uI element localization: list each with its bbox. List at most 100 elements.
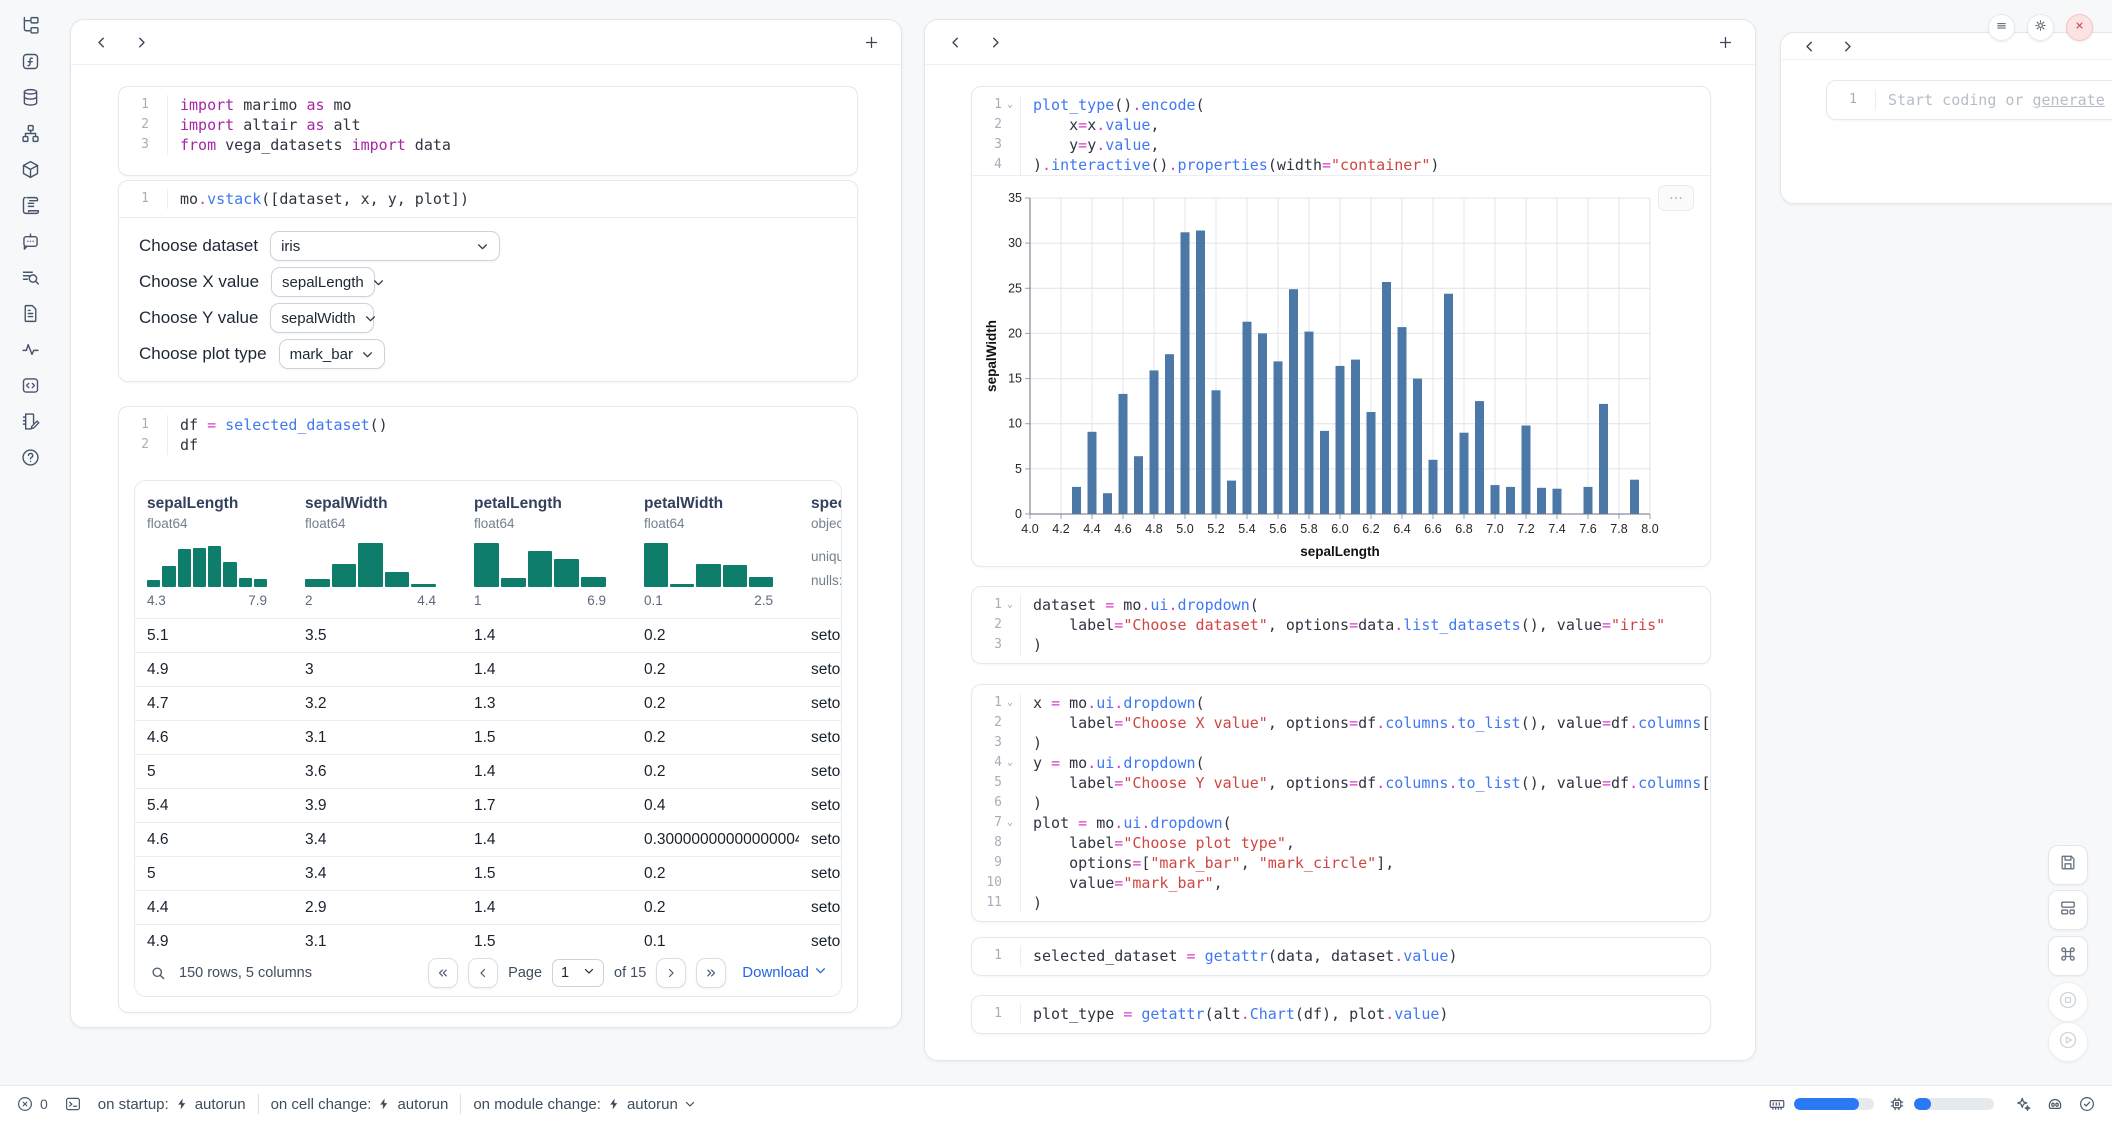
line-number: 4	[972, 155, 1021, 175]
column-header-sepalWidth[interactable]: sepalWidthfloat6424.4	[293, 495, 462, 618]
run-all-button[interactable]	[2048, 1022, 2088, 1062]
dropdown-label: Choose X value	[139, 272, 259, 292]
scroll-icon[interactable]	[19, 194, 41, 216]
line-number: 3	[972, 135, 1021, 155]
prev-page-button[interactable]	[468, 958, 498, 988]
keyboard-shortcuts-button[interactable]	[2048, 936, 2088, 976]
code-cell-dataframe: 1df = selected_dataset()2df sepalLengthf…	[118, 406, 858, 1013]
connection-status-icon[interactable]	[2078, 1095, 2096, 1113]
runtime-setting[interactable]: on cell change:autorun	[271, 1096, 449, 1113]
control-row: Choose Y valuesepalWidth	[139, 304, 837, 332]
activity-icon[interactable]	[19, 338, 41, 360]
code-editor-placeholder[interactable]: 1Start coding or generate with	[1827, 81, 2112, 119]
scroll-column-left-button[interactable]	[87, 28, 115, 56]
database-icon[interactable]	[19, 86, 41, 108]
lightning-icon	[607, 1097, 621, 1111]
table-cell: 3.9	[293, 797, 462, 815]
code-editor[interactable]: 1⌄x = mo.ui.dropdown(2 label="Choose X v…	[972, 685, 1710, 921]
list-search-icon[interactable]	[19, 266, 41, 288]
save-button[interactable]	[2048, 845, 2088, 885]
svg-text:6.6: 6.6	[1424, 522, 1441, 536]
code-square-icon[interactable]	[19, 374, 41, 396]
file-text-icon[interactable]	[19, 302, 41, 324]
bot-message-icon[interactable]	[19, 230, 41, 252]
search-icon[interactable]	[149, 964, 167, 982]
column-range: 0.12.5	[644, 593, 773, 608]
table-cell: 4.4	[135, 899, 293, 917]
chevron-down-icon	[476, 240, 489, 253]
stop-button[interactable]	[2048, 982, 2088, 1022]
fold-chevron-icon[interactable]: ⌄	[1002, 753, 1018, 773]
svg-text:5: 5	[1015, 462, 1022, 476]
runtime-setting[interactable]: on module change:autorun	[473, 1096, 695, 1113]
dropdown-x-value[interactable]: sepalLength	[271, 267, 375, 297]
code-editor[interactable]: 1import marimo as mo2import altair as al…	[119, 87, 857, 163]
column-header-sepalLength[interactable]: sepalLengthfloat644.37.9	[135, 495, 293, 618]
column-header-petalWidth[interactable]: petalWidthfloat640.12.5	[632, 495, 799, 618]
layout-toggle-button[interactable]	[2048, 890, 2088, 930]
download-button[interactable]: Download	[742, 964, 827, 981]
code-editor[interactable]: 1⌄plot_type().encode(2 x=x.value,3 y=y.v…	[972, 87, 1710, 183]
last-page-button[interactable]	[696, 958, 726, 988]
left-icon-sidebar	[0, 14, 60, 468]
copilot-icon[interactable]	[2046, 1095, 2064, 1113]
table-cell: 1.3	[462, 695, 632, 713]
workflow-icon[interactable]	[19, 122, 41, 144]
add-cell-button[interactable]	[857, 28, 885, 56]
error-count: 0	[40, 1096, 48, 1112]
table-cell: 0.30000000000000004	[632, 831, 799, 849]
add-cell-button[interactable]	[1711, 28, 1739, 56]
close-button[interactable]	[2066, 14, 2093, 41]
dropdown-y-value[interactable]: sepalWidth	[270, 303, 374, 333]
line-number: 3	[972, 733, 1021, 753]
altair-chart[interactable]: 4.04.24.44.64.85.05.25.45.65.86.06.26.46…	[972, 175, 1710, 566]
first-page-button[interactable]	[428, 958, 458, 988]
lightning-icon	[377, 1097, 391, 1111]
next-page-button[interactable]	[656, 958, 686, 988]
chart-menu-button[interactable]	[1658, 185, 1694, 211]
table-cell: 1.4	[462, 763, 632, 781]
ai-sparkles-icon[interactable]	[2014, 1095, 2032, 1113]
svg-text:6.4: 6.4	[1393, 522, 1410, 536]
table-cell: 4.7	[135, 695, 293, 713]
column-header	[1781, 33, 2112, 60]
runtime-setting[interactable]: on startup:autorun	[98, 1096, 246, 1113]
page-select[interactable]: 1	[552, 959, 604, 987]
column-header-petalLength[interactable]: petalLengthfloat6416.9	[462, 495, 632, 618]
svg-text:7.8: 7.8	[1610, 522, 1627, 536]
dropdown-plot-type[interactable]: mark_bar	[279, 339, 385, 369]
function-square-icon[interactable]	[19, 50, 41, 72]
table-cell: 1.4	[462, 831, 632, 849]
scroll-column-right-button[interactable]	[127, 28, 155, 56]
fold-chevron-icon[interactable]: ⌄	[1002, 595, 1018, 615]
notebook-pen-icon[interactable]	[19, 410, 41, 432]
table-cell: 3.1	[293, 933, 462, 951]
package-icon[interactable]	[19, 158, 41, 180]
scroll-column-left-button[interactable]	[1795, 32, 1823, 60]
scroll-column-right-button[interactable]	[981, 28, 1009, 56]
scroll-column-right-button[interactable]	[1833, 32, 1861, 60]
table-cell: 1.4	[462, 661, 632, 679]
code-editor[interactable]: 1⌄dataset = mo.ui.dropdown(2 label="Choo…	[972, 587, 1710, 663]
scroll-column-left-button[interactable]	[941, 28, 969, 56]
fold-chevron-icon[interactable]: ⌄	[1002, 95, 1018, 115]
help-circle-icon[interactable]	[19, 446, 41, 468]
code-editor[interactable]: 1selected_dataset = getattr(data, datase…	[972, 938, 1710, 974]
column-header-speci[interactable]: speciobjecuniqunulls:	[799, 495, 842, 618]
table-cell: setos	[799, 865, 842, 883]
terminal-icon[interactable]	[64, 1095, 82, 1113]
column-histogram	[305, 541, 436, 587]
fold-chevron-icon[interactable]: ⌄	[1002, 693, 1018, 713]
code-editor[interactable]: 1mo.vstack([dataset, x, y, plot])	[119, 181, 857, 217]
errors-icon[interactable]	[16, 1095, 34, 1113]
code-editor[interactable]: 1df = selected_dataset()2df	[119, 407, 857, 463]
code-editor[interactable]: 1plot_type = getattr(alt.Chart(df), plot…	[972, 996, 1710, 1032]
table-cell: 0.2	[632, 661, 799, 679]
table-cell: 3.6	[293, 763, 462, 781]
settings-button[interactable]	[2027, 14, 2054, 41]
svg-text:sepalWidth: sepalWidth	[984, 320, 999, 392]
dropdown-dataset[interactable]: iris	[270, 231, 500, 261]
fold-chevron-icon[interactable]: ⌄	[1002, 813, 1018, 833]
menu-button[interactable]	[1988, 14, 2015, 41]
file-tree-icon[interactable]	[19, 14, 41, 36]
